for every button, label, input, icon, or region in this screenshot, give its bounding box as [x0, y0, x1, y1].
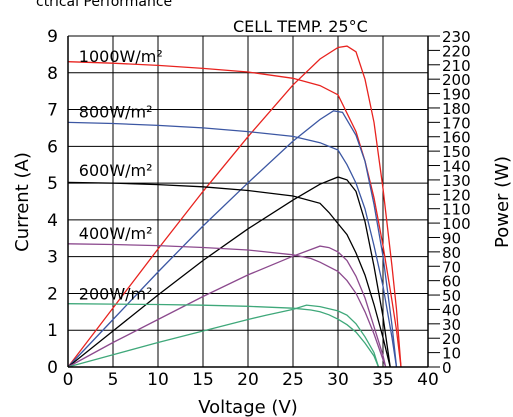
y2-tick-label: 50 [442, 287, 461, 305]
y2-axis-label: Power (W) [492, 156, 513, 248]
y2-tick-label: 230 [442, 28, 471, 46]
iv-curve [67, 61, 402, 368]
iv-curve [67, 243, 387, 368]
iv-curve [67, 181, 391, 368]
series-label: 600W/m² [79, 161, 153, 180]
y-tick-label: 0 [47, 358, 58, 378]
power-curve [67, 176, 391, 368]
series-label: 800W/m² [79, 102, 153, 121]
y-tick-label: 7 [47, 101, 58, 121]
y2-tick-label: 150 [442, 143, 471, 161]
series-label: 1000W/m² [79, 47, 163, 66]
y2-tick-label: 80 [442, 244, 461, 262]
chart-title: CELL TEMP. 25°C [233, 17, 368, 36]
y-tick-label: 2 [47, 284, 58, 304]
iv-curve [67, 121, 398, 368]
y2-tick-label: 170 [442, 114, 471, 132]
power-curve [67, 110, 398, 368]
y-tick-label: 9 [47, 27, 58, 47]
y-tick-label: 8 [47, 64, 58, 84]
x-tick-label: 30 [327, 370, 349, 390]
chart-curves [67, 45, 402, 368]
y2-tick-label: 180 [442, 100, 471, 118]
x-tick-label: 0 [63, 370, 74, 390]
series-label: 200W/m² [79, 284, 153, 303]
iv-curve [67, 303, 380, 368]
y2-tick-label: 0 [442, 359, 452, 377]
y2-tick-label: 40 [442, 301, 461, 319]
x-tick-label: 35 [372, 370, 394, 390]
y2-tick-label: 200 [442, 71, 471, 89]
y2-tick-label: 20 [442, 330, 461, 348]
y-tick-label: 6 [47, 137, 58, 157]
y2-tick-label: 60 [442, 273, 461, 291]
x-tick-label: 40 [417, 370, 439, 390]
y2-tick-label: 220 [442, 42, 471, 60]
y-tick-label: 5 [47, 174, 58, 194]
power-curve [67, 245, 387, 368]
y2-tick-label: 30 [442, 316, 461, 334]
x-tick-label: 5 [108, 370, 119, 390]
chart-axes: 0 5 10 15 20 25 30 35 40012345678901020304050607… [47, 27, 470, 390]
y-tick-label: 1 [47, 321, 58, 341]
y2-tick-label: 140 [442, 158, 471, 176]
y2-tick-label: 190 [442, 86, 471, 104]
y2-tick-label: 160 [442, 129, 471, 147]
chart-series-labels: 1000W/m² 800W/m² 600W/m² 400W/m² 200W/m² [79, 47, 163, 303]
series-label: 400W/m² [79, 224, 153, 243]
y2-tick-label: 100 [442, 215, 471, 233]
power-curve [67, 45, 402, 368]
power-curve [67, 304, 380, 368]
y2-tick-label: 210 [442, 57, 471, 75]
x-tick-label: 10 [147, 370, 169, 390]
y-tick-label: 3 [47, 248, 58, 268]
y-tick-label: 4 [47, 211, 58, 231]
y2-tick-label: 130 [442, 172, 471, 190]
x-axis-label: Voltage (V) [198, 397, 298, 417]
y2-tick-label: 120 [442, 186, 471, 204]
x-tick-label: 15 [192, 370, 214, 390]
y2-tick-label: 90 [442, 229, 461, 247]
y-axis-label: Current (A) [12, 152, 33, 252]
y2-tick-label: 70 [442, 258, 461, 276]
y2-tick-label: 110 [442, 201, 471, 219]
page-header: ctrical Performance [36, 0, 172, 10]
x-tick-label: 25 [282, 370, 304, 390]
x-tick-label: 20 [237, 370, 259, 390]
y2-tick-label: 10 [442, 345, 461, 363]
